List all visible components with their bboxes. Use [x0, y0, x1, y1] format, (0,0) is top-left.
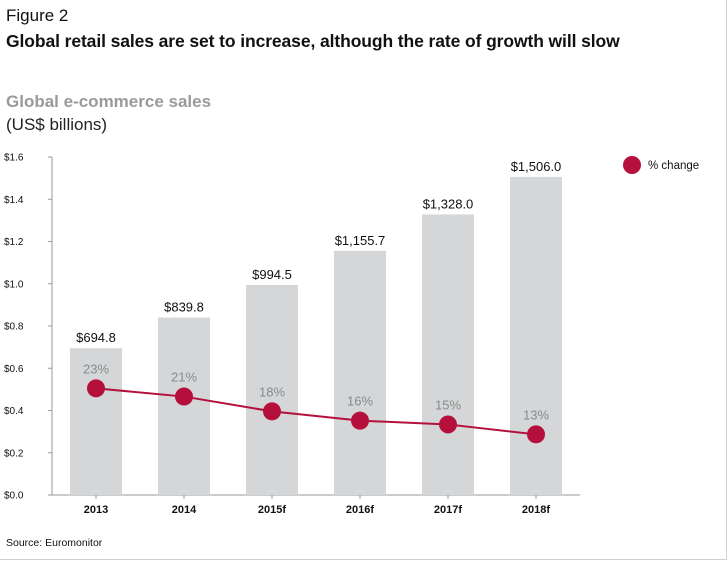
- y-tick-label: $1.0: [4, 279, 24, 290]
- pct-change-label: 16%: [347, 394, 373, 409]
- x-tick-label: 2018f: [522, 504, 550, 516]
- pct-change-point: [439, 415, 457, 434]
- y-tick-label: $0.2: [4, 448, 24, 459]
- x-tick-label: 2016f: [346, 504, 374, 516]
- figure-title: Global retail sales are set to increase,…: [6, 31, 620, 51]
- x-tick-label: 2017f: [434, 504, 462, 516]
- y-tick-label: $1.6: [4, 153, 24, 164]
- bar: [158, 317, 210, 495]
- bar-value-label: $694.8: [76, 330, 116, 345]
- figure-label: Figure 2: [6, 6, 69, 25]
- x-tick-label: 2015f: [258, 504, 286, 516]
- bar-value-label: $839.8: [164, 300, 204, 315]
- pct-change-label: 18%: [259, 384, 285, 399]
- y-tick-label: $0.8: [4, 322, 24, 333]
- bar-value-label: $1,506.0: [511, 159, 562, 174]
- pct-change-point: [351, 411, 369, 430]
- bar-value-label: $994.5: [252, 267, 292, 282]
- pct-change-label: 23%: [83, 361, 109, 376]
- x-tick-label: 2013: [84, 504, 108, 516]
- pct-change-point: [527, 425, 545, 444]
- pct-change-label: 13%: [523, 407, 549, 422]
- chart-subtitle: (US$ billions): [6, 115, 108, 134]
- bar: [510, 176, 562, 496]
- pct-change-label: 21%: [171, 370, 197, 385]
- x-tick-label: 2014: [172, 504, 197, 516]
- y-tick-label: $1.2: [4, 237, 24, 248]
- legend-marker: [623, 156, 641, 174]
- bar-value-label: $1,328.0: [423, 196, 474, 211]
- pct-change-line: [95, 387, 537, 436]
- pct-change-label: 15%: [435, 397, 461, 412]
- bar: [246, 284, 298, 495]
- y-tick-label: $0.0: [4, 491, 24, 502]
- y-tick-label: $0.4: [4, 406, 24, 417]
- pct-change-point: [87, 379, 105, 398]
- y-tick-label: $0.6: [4, 364, 24, 375]
- bar: [334, 250, 386, 495]
- source-note: Source: Euromonitor: [6, 537, 103, 549]
- chart-title: Global e-commerce sales: [6, 92, 212, 111]
- bar: [422, 214, 474, 495]
- bar: [70, 348, 122, 495]
- legend-label: % change: [648, 160, 699, 172]
- y-tick-label: $1.4: [4, 195, 24, 206]
- pct-change-point: [263, 402, 281, 421]
- pct-change-point: [175, 387, 193, 406]
- bar-value-label: $1,155.7: [335, 233, 386, 248]
